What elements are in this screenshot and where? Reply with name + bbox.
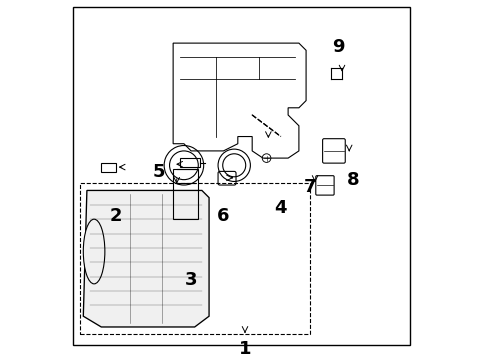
Text: 1: 1: [239, 339, 251, 357]
Text: 3: 3: [185, 271, 197, 289]
Text: 4: 4: [275, 199, 287, 217]
Text: 6: 6: [217, 207, 230, 225]
Text: 8: 8: [346, 171, 359, 189]
Text: 7: 7: [303, 178, 316, 196]
Polygon shape: [83, 190, 209, 327]
Bar: [173, 169, 198, 219]
Bar: [80, 183, 310, 334]
Text: 5: 5: [152, 163, 165, 181]
Bar: [101, 163, 116, 172]
Text: 2: 2: [109, 207, 122, 225]
Ellipse shape: [83, 219, 105, 284]
Text: 9: 9: [332, 38, 344, 56]
Bar: [180, 158, 200, 167]
